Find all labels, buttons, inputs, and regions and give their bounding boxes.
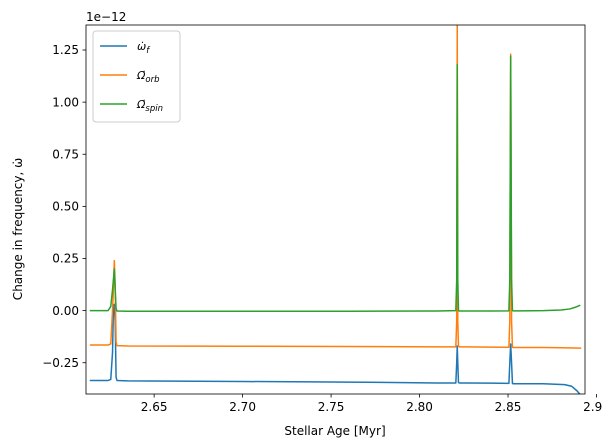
y-tick-label: 1.25 — [52, 43, 79, 57]
legend-label-main: ω̇ — [137, 40, 146, 53]
x-tick-label: 2.65 — [141, 400, 168, 414]
legend-label-0: ω̇f — [137, 40, 151, 56]
x-tick-label: 2.75 — [318, 400, 345, 414]
legend-label-subscript: orb — [145, 75, 159, 85]
legend-label-1: Ω̇orb — [136, 69, 160, 85]
x-tick-label: 2.70 — [229, 400, 256, 414]
y-tick-label: 0.25 — [52, 252, 79, 266]
legend-label-subscript: spin — [145, 104, 163, 114]
x-tick-label: 2.85 — [495, 400, 522, 414]
legend-label-main: Ω̇ — [136, 98, 146, 111]
axes-frame — [85, 24, 586, 395]
y-tick-label: 0.50 — [52, 200, 79, 214]
y-tick-label: −0.25 — [42, 356, 79, 370]
series-line-0 — [89, 303, 581, 394]
series-line-1 — [89, 25, 582, 349]
axes: 2.65 2.70 2.75 2.80 2.85 2.90 −0.25 0.00 0.25 0.5… — [42, 24, 602, 414]
legend-label-2: Ω̇spin — [136, 98, 163, 114]
y-axis-scale-label: 1e−12 — [86, 10, 126, 24]
y-tick-label: 0.75 — [52, 147, 79, 161]
legend-box — [92, 30, 181, 123]
y-tick-label: 1.00 — [52, 95, 79, 109]
x-tick-label: 2.80 — [406, 400, 433, 414]
x-axis-label: Stellar Age [Myr] — [284, 424, 385, 438]
legend-label-main: Ω̇ — [136, 69, 146, 82]
series-group — [89, 25, 582, 394]
y-axis-label: Change in frequency, ω̇ — [11, 158, 25, 300]
x-tick-label: 2.90 — [583, 400, 602, 414]
plot-area — [89, 25, 582, 394]
legend-label-subscript: f — [146, 46, 151, 56]
y-tick-label: 0.00 — [52, 304, 79, 318]
series-line-2 — [89, 55, 581, 312]
